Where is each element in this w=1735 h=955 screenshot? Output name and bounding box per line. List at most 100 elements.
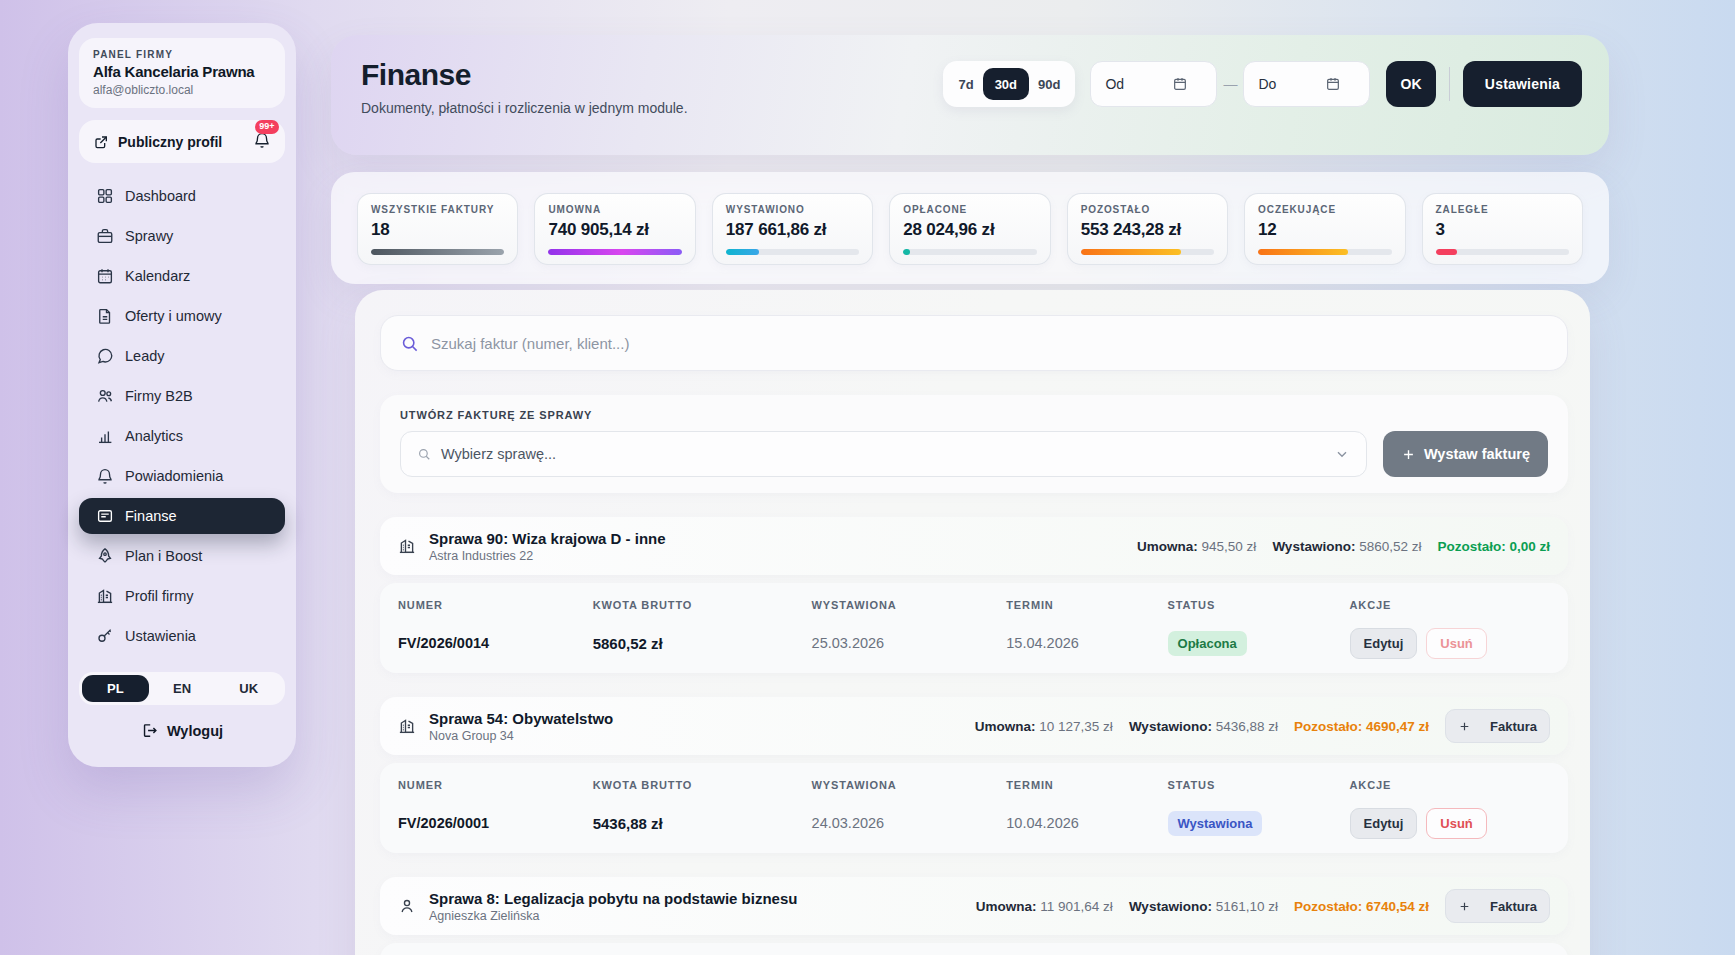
date-from-input[interactable]: Od (1090, 61, 1217, 107)
language-uk[interactable]: UK (215, 675, 282, 702)
sidebar-item-label: Sprawy (125, 228, 173, 244)
sidebar-item-label: Profil firmy (125, 588, 193, 604)
stat-label: WYSTAWIONO (726, 204, 859, 215)
page-header: Finanse Dokumenty, płatności i rozliczen… (331, 35, 1609, 155)
invoice-issued: 24.03.2026 (812, 815, 1007, 831)
add-invoice-button[interactable]: Faktura (1445, 889, 1550, 923)
sidebar-item-plan-i-boost[interactable]: Plan i Boost (79, 538, 285, 574)
delete-button[interactable]: Usuń (1426, 628, 1487, 659)
column-header: NUMER (398, 599, 593, 611)
sidebar-item-firmy-b2b[interactable]: Firmy B2B (79, 378, 285, 414)
search-input[interactable] (431, 335, 1548, 352)
plus-icon (1401, 447, 1416, 462)
case-wystawiono: Wystawiono: 5161,10 zł (1129, 899, 1278, 914)
plus-icon (1458, 720, 1471, 733)
date-to-input[interactable]: Do (1243, 61, 1370, 107)
sidebar-item-leady[interactable]: Leady (79, 338, 285, 374)
stat-card: POZOSTAŁO553 243,28 zł (1067, 193, 1228, 265)
controls-divider (1449, 67, 1450, 101)
issue-invoice-button[interactable]: Wystaw fakturę (1383, 431, 1548, 477)
case-group: Sprawa 90: Wiza krajowa D - inne Astra In… (380, 517, 1568, 673)
plus-icon (1458, 900, 1471, 913)
case-header: Sprawa 54: Obywatelstwo Nova Group 34Umow… (380, 697, 1568, 755)
notifications-bell-button[interactable]: 99+ (253, 131, 271, 153)
stat-value: 187 661,86 zł (726, 220, 859, 240)
sidebar-item-ustawienia[interactable]: Ustawienia (79, 618, 285, 654)
case-metrics: Umowna: 10 127,35 złWystawiono: 5436,88 … (975, 719, 1429, 734)
case-pozostalo: Pozostało: 0,00 zł (1437, 539, 1550, 554)
sidebar-item-sprawy[interactable]: Sprawy (79, 218, 285, 254)
page: PANEL FIRMY Alfa Kancelaria Prawna alfa@… (0, 0, 1735, 955)
edit-button[interactable]: Edytuj (1350, 628, 1418, 659)
calendar-icon (96, 267, 114, 285)
date-to-value: Do (1258, 76, 1308, 92)
column-header: KWOTA BRUTTO (593, 779, 812, 791)
language-en[interactable]: EN (149, 675, 216, 702)
case-select[interactable]: Wybierz sprawę... (400, 431, 1367, 477)
logout-icon (141, 722, 158, 739)
people-icon (96, 387, 114, 405)
stat-value: 18 (371, 220, 504, 240)
sidebar-item-finanse[interactable]: Finanse (79, 498, 285, 534)
sidebar-item-analytics[interactable]: Analytics (79, 418, 285, 454)
sidebar-item-label: Kalendarz (125, 268, 190, 284)
ok-button[interactable]: OK (1386, 61, 1435, 107)
sidebar: PANEL FIRMY Alfa Kancelaria Prawna alfa@… (68, 23, 296, 767)
stat-label: UMOWNA (548, 204, 681, 215)
invoice-table: NUMERKWOTA BRUTTOWYSTAWIONATERMINSTATUSA… (380, 763, 1568, 853)
grid-icon (96, 187, 114, 205)
stats-bar: WSZYSTKIE FAKTURY18UMOWNA740 905,14 złWY… (331, 172, 1609, 284)
case-group: Sprawa 54: Obywatelstwo Nova Group 34Umow… (380, 697, 1568, 853)
case-client: Astra Industries 22 (429, 549, 1137, 563)
stat-card: OPŁACONE28 024,96 zł (889, 193, 1050, 265)
external-link-icon (93, 134, 109, 150)
stat-label: OCZEKUJĄCE (1258, 204, 1391, 215)
range-90d[interactable]: 90d (1029, 68, 1069, 100)
case-group: Sprawa 8: Legalizacja pobytu na podstawi… (380, 877, 1568, 955)
case-wystawiono: Wystawiono: 5436,88 zł (1129, 719, 1278, 734)
sidebar-item-profil-firmy[interactable]: Profil firmy (79, 578, 285, 614)
invoice-table: NUMERKWOTA BRUTTOWYSTAWIONATERMINSTATUSA… (380, 943, 1568, 955)
building-icon (96, 587, 114, 605)
column-header: WYSTAWIONA (812, 779, 1007, 791)
case-title: Sprawa 54: Obywatelstwo (429, 710, 975, 727)
case-title: Sprawa 90: Wiza krajowa D - inne (429, 530, 1137, 547)
case-wystawiono: Wystawiono: 5860,52 zł (1272, 539, 1421, 554)
range-7d[interactable]: 7d (949, 68, 982, 100)
sidebar-item-label: Finanse (125, 508, 177, 524)
public-profile-label: Publiczny profil (118, 134, 244, 150)
invoice-search (380, 315, 1568, 371)
chat-icon (96, 347, 114, 365)
stat-label: ZALEGŁE (1436, 204, 1569, 215)
sidebar-item-label: Plan i Boost (125, 548, 202, 564)
stat-label: OPŁACONE (903, 204, 1036, 215)
public-profile-button[interactable]: Publiczny profil 99+ (79, 120, 285, 163)
stat-label: POZOSTAŁO (1081, 204, 1214, 215)
sidebar-item-powiadomienia[interactable]: Powiadomienia (79, 458, 285, 494)
stat-value: 3 (1436, 220, 1569, 240)
range-30d[interactable]: 30d (983, 68, 1029, 100)
company-panel: PANEL FIRMY Alfa Kancelaria Prawna alfa@… (79, 38, 285, 108)
delete-button[interactable]: Usuń (1426, 808, 1487, 839)
edit-button[interactable]: Edytuj (1350, 808, 1418, 839)
settings-button[interactable]: Ustawienia (1463, 61, 1582, 107)
case-client: Nova Group 34 (429, 729, 975, 743)
column-header: STATUS (1168, 599, 1350, 611)
stat-card: UMOWNA740 905,14 zł (534, 193, 695, 265)
invoice-due: 15.04.2026 (1006, 635, 1167, 651)
logout-button[interactable]: Wyloguj (79, 722, 285, 739)
sidebar-item-dashboard[interactable]: Dashboard (79, 178, 285, 214)
person-icon (398, 897, 416, 915)
invoice-gross: 5860,52 zł (593, 635, 812, 652)
invoice-table: NUMERKWOTA BRUTTOWYSTAWIONATERMINSTATUSA… (380, 583, 1568, 673)
add-invoice-button[interactable]: Faktura (1445, 709, 1550, 743)
stat-progress (1258, 249, 1391, 255)
invoice-row: FV/2026/00145860,52 zł25.03.202615.04.20… (398, 621, 1550, 665)
building-icon (398, 717, 416, 735)
chevron-down-icon (1334, 446, 1350, 462)
notification-badge: 99+ (255, 120, 279, 134)
invoice-table-header: NUMERKWOTA BRUTTOWYSTAWIONATERMINSTATUSA… (398, 769, 1550, 801)
language-pl[interactable]: PL (82, 675, 149, 702)
sidebar-item-kalendarz[interactable]: Kalendarz (79, 258, 285, 294)
sidebar-item-oferty-i-umowy[interactable]: Oferty i umowy (79, 298, 285, 334)
